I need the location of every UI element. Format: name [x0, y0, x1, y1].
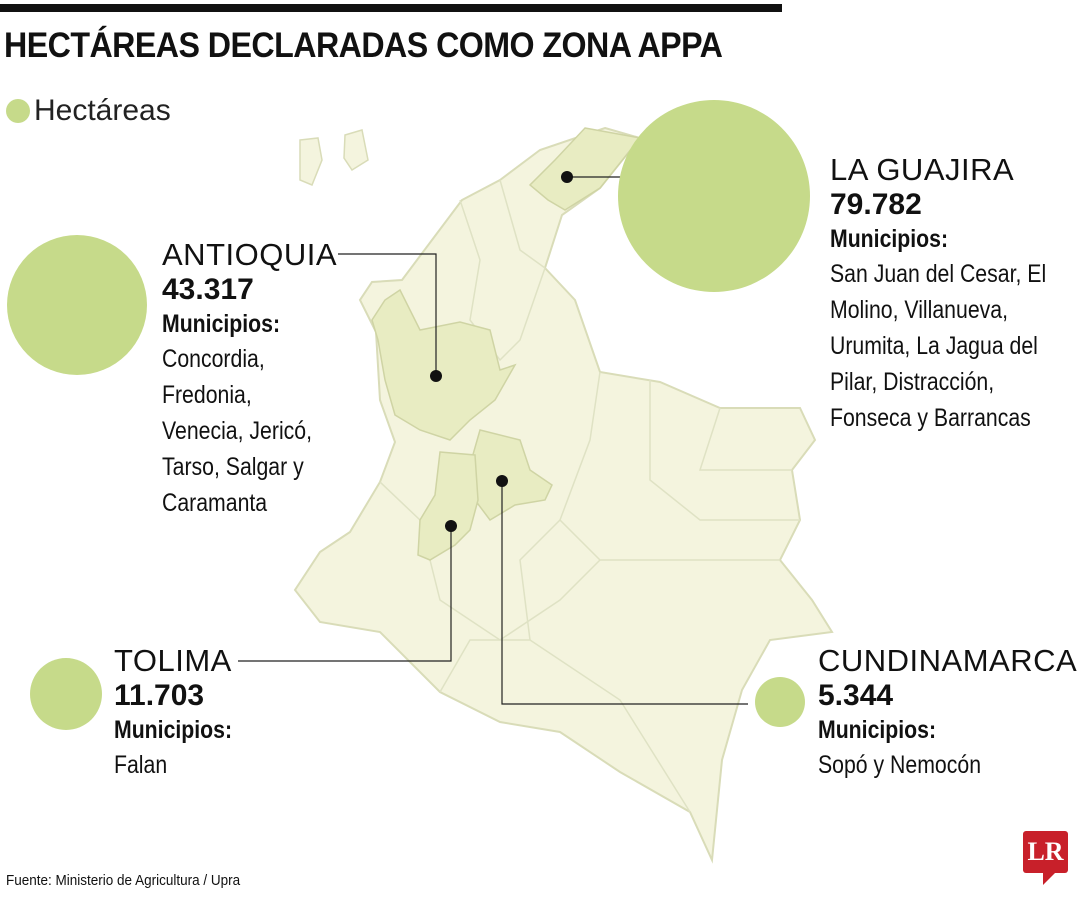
bubble-la-guajira: [618, 100, 810, 292]
department-name: CUNDINAMARCA: [818, 643, 1078, 678]
label-antioquia: ANTIOQUIA 43.317 Municipios: Concordia, …: [162, 237, 339, 521]
municipio-line: Pilar, Distracción,: [830, 368, 995, 396]
islands: [299, 129, 369, 186]
page-title: HECTÁREAS DECLARADAS COMO ZONA APPA: [4, 26, 723, 65]
municipios-heading: Municipios:: [114, 716, 233, 744]
label-la-guajira: LA GUAJIRA 79.782 Municipios: San Juan d…: [830, 152, 1080, 436]
top-rule: [0, 4, 782, 12]
department-name: ANTIOQUIA: [162, 237, 338, 272]
municipio-line: Sopó y Nemocón: [818, 751, 982, 779]
municipio-line: Concordia,: [162, 345, 265, 373]
hectares-value: 5.344: [818, 679, 894, 712]
legend-dot-icon: [6, 99, 30, 123]
lr-logo: LR: [1023, 831, 1068, 885]
label-cundinamarca: CUNDINAMARCA 5.344 Municipios: Sopó y Ne…: [818, 643, 1077, 783]
hectares-value: 79.782: [830, 188, 922, 221]
marker-cundinamarca: [496, 475, 508, 487]
legend: Hectáreas: [6, 94, 171, 128]
region-antioquia: [371, 288, 517, 441]
municipios-heading: Municipios:: [162, 310, 281, 338]
bubble-antioquia: [7, 235, 147, 375]
bubble-cundinamarca: [755, 677, 805, 727]
legend-label: Hectáreas: [34, 94, 171, 127]
leader-tolima: [238, 526, 452, 662]
municipio-line: Venecia, Jericó,: [162, 417, 313, 445]
hectares-value: 43.317: [162, 273, 254, 306]
municipio-line: Tarso, Salgar y: [162, 453, 304, 481]
municipio-line: Molino, Villanueva,: [830, 296, 1008, 324]
municipio-line: Caramanta: [162, 489, 268, 517]
municipio-line: Fredonia,: [162, 381, 252, 409]
bubble-tolima: [30, 658, 102, 730]
source-note: Fuente: Ministerio de Agricultura / Upra: [6, 872, 241, 889]
marker-antioquia: [430, 370, 442, 382]
region-tolima: [417, 451, 479, 561]
leader-lines: [238, 176, 748, 705]
marker-tolima: [445, 520, 457, 532]
department-name: LA GUAJIRA: [830, 152, 1015, 187]
leader-cundinamarca: [501, 481, 748, 705]
leader-antioquia: [338, 253, 437, 376]
municipios-heading: Municipios:: [830, 225, 949, 253]
department-name: TOLIMA: [114, 643, 232, 678]
municipio-line: Urumita, La Jagua del: [830, 332, 1038, 360]
municipio-line: San Juan del Cesar, El: [830, 260, 1047, 288]
marker-la-guajira: [561, 171, 573, 183]
municipio-line: Fonseca y Barrancas: [830, 404, 1031, 432]
municipios-heading: Municipios:: [818, 716, 937, 744]
label-tolima: TOLIMA 11.703 Municipios: Falan: [114, 643, 253, 783]
highlighted-departments: [371, 127, 642, 561]
municipio-line: Falan: [114, 751, 168, 779]
hectares-value: 11.703: [114, 679, 205, 712]
